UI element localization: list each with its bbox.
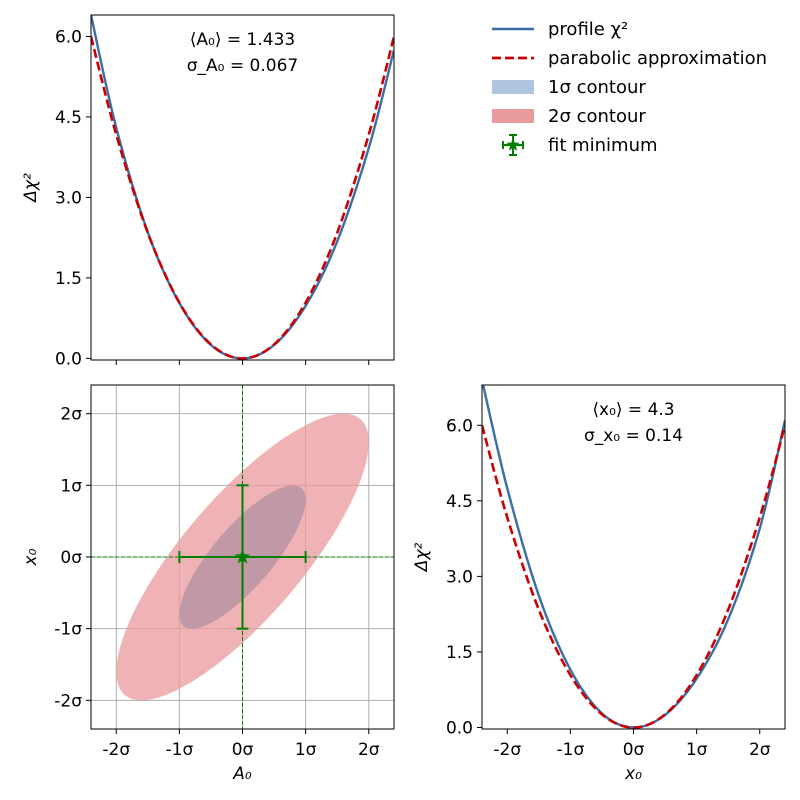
legend-item: fit minimum xyxy=(502,134,658,156)
y-tick-label: 4.5 xyxy=(55,108,82,128)
annotation-sigma: σ_A₀ = 0.067 xyxy=(187,56,298,76)
x-tick-label: -2σ xyxy=(493,740,521,760)
fit-minimum-marker xyxy=(234,549,251,564)
legend-patch-swatch xyxy=(492,109,534,123)
legend-label: 1σ contour xyxy=(548,77,646,98)
x-tick-label: -1σ xyxy=(166,740,194,760)
y-tick-label: 3.0 xyxy=(55,188,82,208)
legend: profile χ² parabolic approximation 1σ cont… xyxy=(492,19,767,156)
y-tick-label: 1σ xyxy=(60,476,82,496)
annotation-sigma: σ_x₀ = 0.14 xyxy=(584,426,683,446)
legend-star-icon xyxy=(506,138,520,151)
legend-label: profile χ² xyxy=(548,19,628,40)
y-tick-label: 1.5 xyxy=(446,643,473,663)
y-tick-label: 6.0 xyxy=(446,416,473,436)
y-tick-label: 2σ xyxy=(60,405,82,425)
x-tick-label: 1σ xyxy=(686,740,708,760)
legend-item: parabolic approximation xyxy=(492,48,767,69)
panel-bottom-left: -2σ -2σ -1σ -1σ 0σ 0σ 1σ 1σ 2σ 2σ A₀ x₀ xyxy=(21,384,395,784)
y-tick-label: -2σ xyxy=(54,691,82,711)
y-tick-label: 0.0 xyxy=(446,718,473,738)
legend-patch-swatch xyxy=(492,80,534,94)
x-tick-label: 0σ xyxy=(623,740,645,760)
y-tick-label: 4.5 xyxy=(446,492,473,512)
y-tick-label: 0σ xyxy=(60,548,82,568)
parabolic-approximation-curve xyxy=(482,424,785,729)
legend-item: 2σ contour xyxy=(492,106,646,127)
x-tick-label: -1σ xyxy=(557,740,585,760)
x-axis-label: A₀ xyxy=(232,764,252,784)
y-axis-label: x₀ xyxy=(21,548,41,566)
y-tick-label: 3.0 xyxy=(446,567,473,587)
x-tick-label: 2σ xyxy=(749,740,771,760)
x-tick-label: 0σ xyxy=(232,740,254,760)
x-tick-label: 1σ xyxy=(295,740,317,760)
x-axis-label: x₀ xyxy=(624,764,642,784)
legend-item: 1σ contour xyxy=(492,77,646,98)
legend-label: fit minimum xyxy=(548,135,658,156)
panel-bottom-right: 0.0 1.5 3.0 4.5 6.0 -2σ -1σ 0σ 1σ 2σ Δχ² x₀ ⟨x₀⟩ = 4… xyxy=(412,384,786,784)
y-axis-label: Δχ² xyxy=(412,543,432,574)
x-tick-label: -2σ xyxy=(102,740,130,760)
panel-top-left: 0.0 1.5 3.0 4.5 6.0 Δχ² ⟨A₀⟩ = 1.433 σ_A₀ = 0.0… xyxy=(21,14,395,369)
y-tick-label: -1σ xyxy=(54,620,82,640)
y-tick-label: 6.0 xyxy=(55,27,82,47)
x-tick-label: 2σ xyxy=(358,740,380,760)
y-axis-label: Δχ² xyxy=(21,173,41,204)
annotation-mean: ⟨A₀⟩ = 1.433 xyxy=(190,30,295,50)
annotation-mean: ⟨x₀⟩ = 4.3 xyxy=(592,400,674,420)
legend-item: profile χ² xyxy=(492,19,628,40)
legend-label: 2σ contour xyxy=(548,106,646,127)
y-tick-label: 0.0 xyxy=(55,349,82,369)
parabolic-approximation-curve xyxy=(91,36,394,360)
legend-label: parabolic approximation xyxy=(548,48,767,69)
y-tick-label: 1.5 xyxy=(55,269,82,289)
